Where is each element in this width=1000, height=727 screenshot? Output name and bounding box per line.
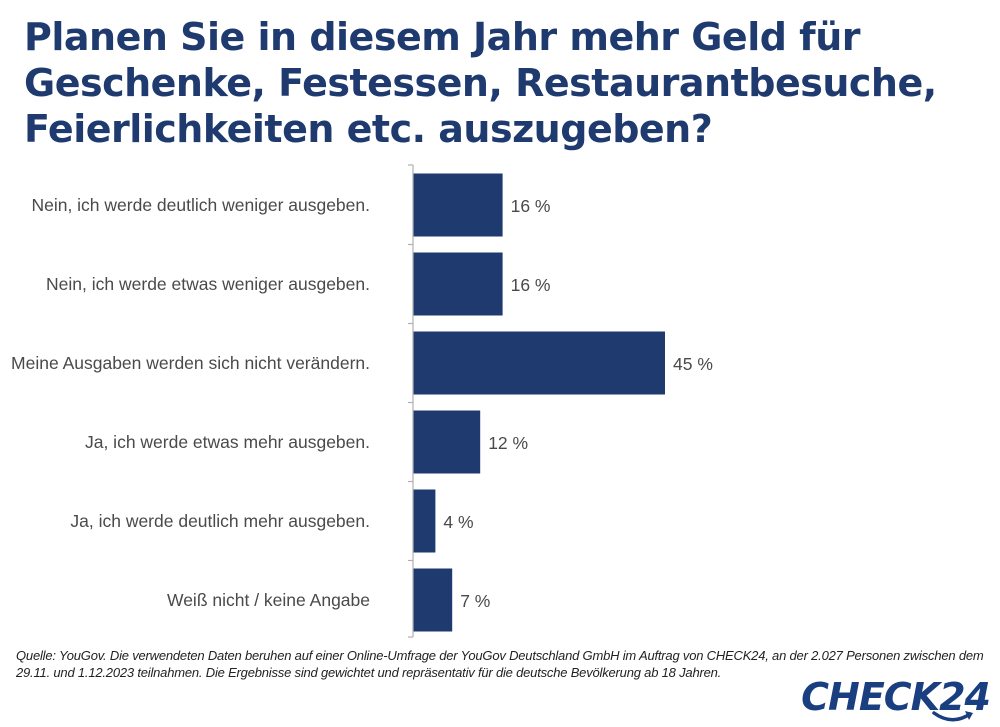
value-label-0: 16 % bbox=[511, 196, 551, 216]
category-label-4: Ja, ich werde deutlich mehr ausgeben. bbox=[70, 511, 370, 531]
bar-3 bbox=[413, 410, 481, 474]
bar-5 bbox=[413, 568, 453, 632]
value-label-1: 16 % bbox=[511, 275, 551, 295]
check24-logo: CHECK24 bbox=[801, 675, 991, 722]
bars-group bbox=[413, 173, 665, 632]
bar-4 bbox=[413, 489, 436, 553]
category-label-1: Nein, ich werde etwas weniger ausgeben. bbox=[46, 274, 370, 294]
value-labels-group: 16 % 16 % 45 % 12 % 4 % 7 % bbox=[443, 196, 712, 611]
bar-2 bbox=[413, 331, 665, 395]
logo-text: CHECK24 bbox=[801, 675, 991, 719]
category-label-2: Meine Ausgaben werden sich nicht verände… bbox=[11, 353, 370, 373]
bar-0 bbox=[413, 173, 503, 237]
value-label-2: 45 % bbox=[673, 354, 713, 374]
value-label-5: 7 % bbox=[460, 591, 490, 611]
value-label-3: 12 % bbox=[488, 433, 528, 453]
bar-1 bbox=[413, 252, 503, 316]
category-label-3: Ja, ich werde etwas mehr ausgeben. bbox=[85, 432, 370, 452]
category-label-0: Nein, ich werde deutlich weniger ausgebe… bbox=[31, 195, 370, 215]
category-labels-group: Nein, ich werde deutlich weniger ausgebe… bbox=[11, 195, 370, 610]
smile-arrow-icon bbox=[932, 711, 973, 722]
source-note: Quelle: YouGov. Die verwendeten Daten be… bbox=[16, 648, 984, 680]
y-axis-ticks-group bbox=[408, 164, 413, 638]
value-label-4: 4 % bbox=[443, 512, 473, 532]
category-label-5: Weiß nicht / keine Angabe bbox=[167, 590, 370, 610]
page-title: Planen Sie in diesem Jahr mehr Geld für … bbox=[24, 15, 937, 151]
